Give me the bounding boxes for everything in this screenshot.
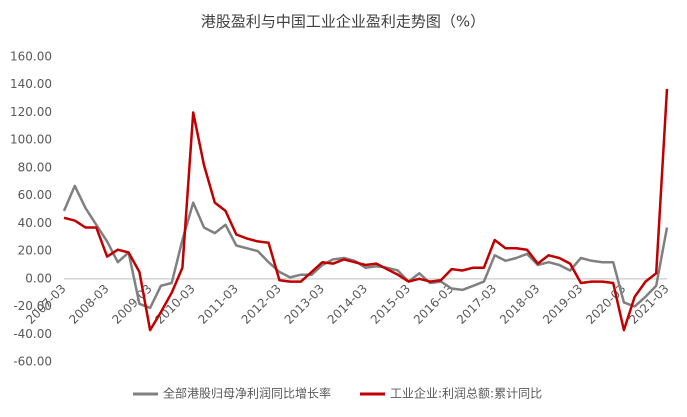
legend-label: 工业企业:利润总额:累计同比	[390, 386, 542, 401]
x-tick-label: 2012-03	[239, 282, 284, 327]
y-tick-label: 0.00	[25, 271, 52, 285]
y-tick-label: 80.00	[18, 160, 52, 174]
y-tick-label: -40.00	[13, 327, 52, 341]
y-tick-label: 40.00	[18, 216, 52, 230]
x-tick-label: 2008-03	[66, 282, 111, 327]
y-tick-label: 60.00	[18, 188, 52, 202]
y-tick-label: 100.00	[10, 133, 52, 147]
x-tick-label: 2019-03	[540, 282, 585, 327]
y-tick-label: 120.00	[10, 105, 52, 119]
chart-title: 港股盈利与中国工业企业盈利走势图（%）	[201, 13, 485, 31]
legend-label: 全部港股归母净利润同比增长率	[163, 386, 331, 401]
x-tick-label: 2015-03	[368, 282, 413, 327]
y-tick-label: -60.00	[13, 355, 52, 369]
y-tick-label: -20.00	[13, 299, 52, 313]
series-line	[63, 88, 669, 332]
y-tick-label: 160.00	[10, 50, 52, 64]
y-tick-label: 140.00	[10, 77, 52, 91]
x-tick-label: 2018-03	[497, 282, 542, 327]
x-tick-label: 2011-03	[196, 282, 241, 327]
x-tick-label: 2014-03	[325, 282, 370, 327]
series-line	[62, 184, 669, 310]
x-tick-label: 2013-03	[282, 282, 327, 327]
y-tick-label: 20.00	[18, 244, 52, 258]
x-tick-label: 2017-03	[454, 282, 499, 327]
